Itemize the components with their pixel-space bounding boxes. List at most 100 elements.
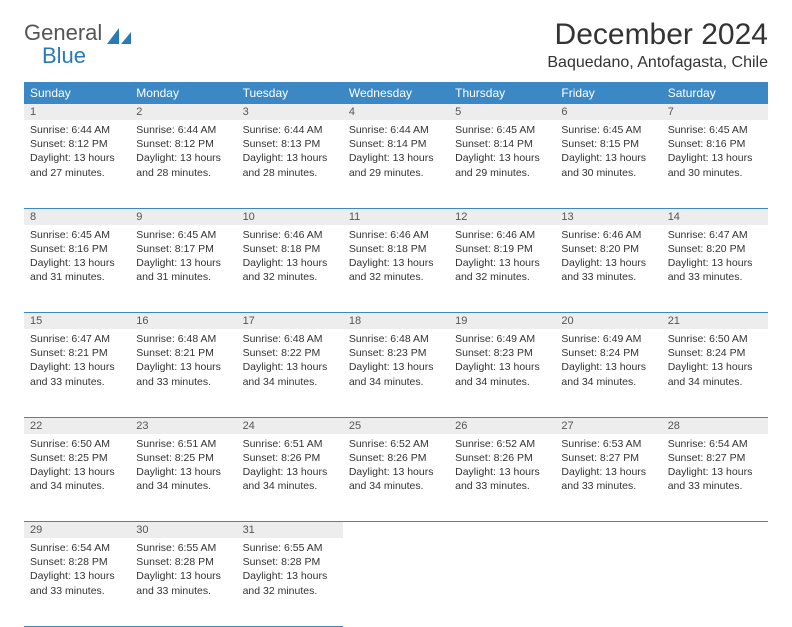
day-details: Sunrise: 6:48 AMSunset: 8:21 PMDaylight:…	[130, 329, 236, 395]
day-number-cell	[555, 522, 661, 539]
daylight-line: Daylight: 13 hours and 32 minutes.	[455, 256, 549, 284]
daylight-line: Daylight: 13 hours and 31 minutes.	[136, 256, 230, 284]
sunrise-line: Sunrise: 6:45 AM	[455, 123, 549, 137]
weekday-header: Sunday	[24, 82, 130, 104]
weekday-header: Friday	[555, 82, 661, 104]
day-number-row: 15161718192021	[24, 313, 768, 330]
sunset-line: Sunset: 8:24 PM	[561, 346, 655, 360]
sunrise-line: Sunrise: 6:55 AM	[243, 541, 337, 555]
day-details: Sunrise: 6:54 AMSunset: 8:28 PMDaylight:…	[24, 538, 130, 604]
day-number-cell: 16	[130, 313, 236, 330]
daylight-line: Daylight: 13 hours and 32 minutes.	[243, 569, 337, 597]
day-body-cell: Sunrise: 6:48 AMSunset: 8:21 PMDaylight:…	[130, 329, 236, 417]
day-body-row: Sunrise: 6:47 AMSunset: 8:21 PMDaylight:…	[24, 329, 768, 417]
day-body-cell: Sunrise: 6:44 AMSunset: 8:13 PMDaylight:…	[237, 120, 343, 208]
sunset-line: Sunset: 8:21 PM	[136, 346, 230, 360]
daylight-line: Daylight: 13 hours and 33 minutes.	[561, 465, 655, 493]
day-body-cell: Sunrise: 6:49 AMSunset: 8:23 PMDaylight:…	[449, 329, 555, 417]
sunset-line: Sunset: 8:26 PM	[349, 451, 443, 465]
day-body-cell: Sunrise: 6:47 AMSunset: 8:20 PMDaylight:…	[662, 225, 768, 313]
day-body-row: Sunrise: 6:50 AMSunset: 8:25 PMDaylight:…	[24, 434, 768, 522]
sunrise-line: Sunrise: 6:51 AM	[136, 437, 230, 451]
day-number-cell: 19	[449, 313, 555, 330]
sunset-line: Sunset: 8:20 PM	[561, 242, 655, 256]
daylight-line: Daylight: 13 hours and 29 minutes.	[349, 151, 443, 179]
day-number-cell: 22	[24, 417, 130, 434]
day-number-row: 22232425262728	[24, 417, 768, 434]
sunrise-line: Sunrise: 6:48 AM	[136, 332, 230, 346]
day-details: Sunrise: 6:47 AMSunset: 8:20 PMDaylight:…	[662, 225, 768, 291]
sunrise-line: Sunrise: 6:44 AM	[349, 123, 443, 137]
sunset-line: Sunset: 8:26 PM	[455, 451, 549, 465]
day-details: Sunrise: 6:50 AMSunset: 8:24 PMDaylight:…	[662, 329, 768, 395]
day-number-row: 293031	[24, 522, 768, 539]
daylight-line: Daylight: 13 hours and 33 minutes.	[455, 465, 549, 493]
day-body-cell: Sunrise: 6:45 AMSunset: 8:17 PMDaylight:…	[130, 225, 236, 313]
calendar-table: Sunday Monday Tuesday Wednesday Thursday…	[24, 82, 768, 627]
sunset-line: Sunset: 8:12 PM	[30, 137, 124, 151]
day-details: Sunrise: 6:46 AMSunset: 8:18 PMDaylight:…	[237, 225, 343, 291]
day-body-cell	[555, 538, 661, 626]
day-number-cell: 2	[130, 104, 236, 120]
daylight-line: Daylight: 13 hours and 33 minutes.	[30, 569, 124, 597]
day-details: Sunrise: 6:44 AMSunset: 8:14 PMDaylight:…	[343, 120, 449, 186]
day-details: Sunrise: 6:45 AMSunset: 8:15 PMDaylight:…	[555, 120, 661, 186]
day-details: Sunrise: 6:49 AMSunset: 8:24 PMDaylight:…	[555, 329, 661, 395]
sunset-line: Sunset: 8:16 PM	[30, 242, 124, 256]
day-number-cell	[343, 522, 449, 539]
sunset-line: Sunset: 8:25 PM	[136, 451, 230, 465]
daylight-line: Daylight: 13 hours and 34 minutes.	[668, 360, 762, 388]
daylight-line: Daylight: 13 hours and 30 minutes.	[561, 151, 655, 179]
day-body-cell: Sunrise: 6:45 AMSunset: 8:16 PMDaylight:…	[662, 120, 768, 208]
day-body-cell: Sunrise: 6:50 AMSunset: 8:25 PMDaylight:…	[24, 434, 130, 522]
day-number-cell: 8	[24, 208, 130, 225]
daylight-line: Daylight: 13 hours and 34 minutes.	[455, 360, 549, 388]
sunrise-line: Sunrise: 6:53 AM	[561, 437, 655, 451]
sunrise-line: Sunrise: 6:51 AM	[243, 437, 337, 451]
daylight-line: Daylight: 13 hours and 32 minutes.	[243, 256, 337, 284]
daylight-line: Daylight: 13 hours and 34 minutes.	[561, 360, 655, 388]
day-body-cell: Sunrise: 6:54 AMSunset: 8:28 PMDaylight:…	[24, 538, 130, 626]
day-number-cell: 4	[343, 104, 449, 120]
sunrise-line: Sunrise: 6:54 AM	[30, 541, 124, 555]
day-body-cell	[662, 538, 768, 626]
sunrise-line: Sunrise: 6:46 AM	[561, 228, 655, 242]
sunset-line: Sunset: 8:16 PM	[668, 137, 762, 151]
sunrise-line: Sunrise: 6:45 AM	[136, 228, 230, 242]
daylight-line: Daylight: 13 hours and 34 minutes.	[136, 465, 230, 493]
day-number-cell: 20	[555, 313, 661, 330]
day-body-cell: Sunrise: 6:55 AMSunset: 8:28 PMDaylight:…	[237, 538, 343, 626]
day-details: Sunrise: 6:47 AMSunset: 8:21 PMDaylight:…	[24, 329, 130, 395]
daylight-line: Daylight: 13 hours and 33 minutes.	[30, 360, 124, 388]
daylight-line: Daylight: 13 hours and 32 minutes.	[349, 256, 443, 284]
day-number-cell: 27	[555, 417, 661, 434]
weekday-header: Saturday	[662, 82, 768, 104]
day-number-cell: 11	[343, 208, 449, 225]
sunset-line: Sunset: 8:17 PM	[136, 242, 230, 256]
day-details: Sunrise: 6:46 AMSunset: 8:20 PMDaylight:…	[555, 225, 661, 291]
day-number-cell: 24	[237, 417, 343, 434]
sunrise-line: Sunrise: 6:46 AM	[243, 228, 337, 242]
sunset-line: Sunset: 8:23 PM	[455, 346, 549, 360]
day-number-cell	[662, 522, 768, 539]
daylight-line: Daylight: 13 hours and 33 minutes.	[561, 256, 655, 284]
day-body-cell: Sunrise: 6:45 AMSunset: 8:16 PMDaylight:…	[24, 225, 130, 313]
sunset-line: Sunset: 8:25 PM	[30, 451, 124, 465]
day-details: Sunrise: 6:50 AMSunset: 8:25 PMDaylight:…	[24, 434, 130, 500]
day-details: Sunrise: 6:45 AMSunset: 8:17 PMDaylight:…	[130, 225, 236, 291]
sunrise-line: Sunrise: 6:46 AM	[455, 228, 549, 242]
day-number-cell: 12	[449, 208, 555, 225]
sunset-line: Sunset: 8:28 PM	[243, 555, 337, 569]
day-number-cell: 3	[237, 104, 343, 120]
day-body-cell: Sunrise: 6:46 AMSunset: 8:20 PMDaylight:…	[555, 225, 661, 313]
day-body-cell: Sunrise: 6:54 AMSunset: 8:27 PMDaylight:…	[662, 434, 768, 522]
day-details: Sunrise: 6:51 AMSunset: 8:25 PMDaylight:…	[130, 434, 236, 500]
day-body-cell: Sunrise: 6:47 AMSunset: 8:21 PMDaylight:…	[24, 329, 130, 417]
weekday-header-row: Sunday Monday Tuesday Wednesday Thursday…	[24, 82, 768, 104]
sunrise-line: Sunrise: 6:52 AM	[349, 437, 443, 451]
sail-icon	[107, 26, 133, 49]
sunrise-line: Sunrise: 6:45 AM	[30, 228, 124, 242]
day-number-cell	[449, 522, 555, 539]
sunset-line: Sunset: 8:23 PM	[349, 346, 443, 360]
day-number-cell: 28	[662, 417, 768, 434]
